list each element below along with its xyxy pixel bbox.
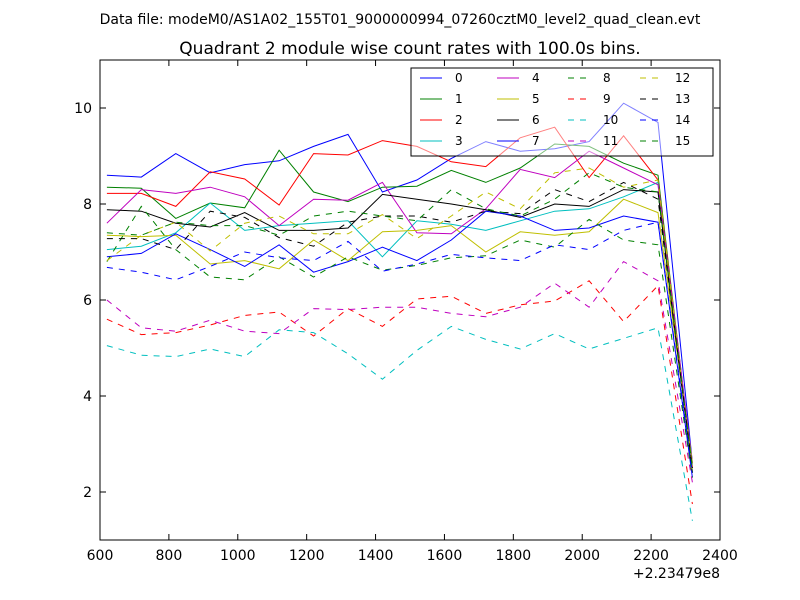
- legend-label-4: 4: [532, 71, 540, 85]
- legend-label-2: 2: [455, 113, 463, 127]
- x-tick-label: 2400: [702, 548, 738, 564]
- series-0-line: [106, 102, 693, 464]
- legend-label-11: 11: [603, 134, 618, 148]
- legend-label-10: 10: [603, 113, 618, 127]
- x-tick-label: 600: [87, 548, 114, 564]
- series-1-line: [106, 143, 693, 469]
- chart-title: Quadrant 2 module wise count rates with …: [179, 39, 640, 59]
- legend-label-15: 15: [675, 134, 690, 148]
- x-tick-label: 1200: [289, 548, 325, 564]
- axis-ticks: 600 800 1000 1200 1400 1600 1800 2000 2200 2400 2 4…: [74, 60, 738, 564]
- legend-label-0: 0: [455, 71, 463, 85]
- series-2-line: [106, 126, 693, 469]
- legend-label-7: 7: [532, 134, 540, 148]
- x-tick-label: 1400: [358, 548, 394, 564]
- chart-suptitle: Data file: modeM0/AS1A02_155T01_90000009…: [100, 12, 701, 28]
- series-6-line: [106, 189, 693, 473]
- x-tick-label: 1800: [496, 548, 532, 564]
- series-7-line: [106, 210, 693, 478]
- y-tick-label: 8: [83, 197, 92, 213]
- legend-label-1: 1: [455, 92, 463, 106]
- series-10-line: [106, 325, 693, 521]
- y-tick-label: 10: [74, 101, 92, 117]
- legend-label-3: 3: [455, 134, 463, 148]
- series-8-line: [106, 205, 693, 478]
- legend-label-13: 13: [675, 92, 690, 106]
- x-tick-label: 2200: [633, 548, 669, 564]
- x-tick-label: 2000: [564, 548, 600, 564]
- series-3-line: [106, 181, 693, 473]
- legend-label-6: 6: [532, 113, 540, 127]
- legend-box: [410, 67, 714, 157]
- plot-lines: [106, 102, 693, 521]
- x-offset-label: +2.23479e8: [633, 566, 720, 582]
- x-tick-label: 1600: [427, 548, 463, 564]
- legend-label-14: 14: [675, 113, 690, 127]
- y-tick-label: 4: [83, 389, 92, 405]
- y-tick-label: 2: [83, 485, 92, 501]
- legend-label-5: 5: [532, 92, 540, 106]
- legend-label-8: 8: [603, 71, 611, 85]
- series-11-line: [106, 260, 693, 483]
- series-12-line: [106, 167, 693, 473]
- x-tick-label: 1000: [220, 548, 256, 564]
- series-13-line: [106, 181, 693, 469]
- legend-label-9: 9: [603, 92, 611, 106]
- series-15-line: [106, 172, 693, 469]
- x-tick-label: 800: [156, 548, 183, 564]
- series-9-line: [106, 280, 693, 505]
- y-tick-label: 6: [83, 293, 92, 309]
- series-14-line: [106, 221, 693, 473]
- legend-label-12: 12: [675, 71, 690, 85]
